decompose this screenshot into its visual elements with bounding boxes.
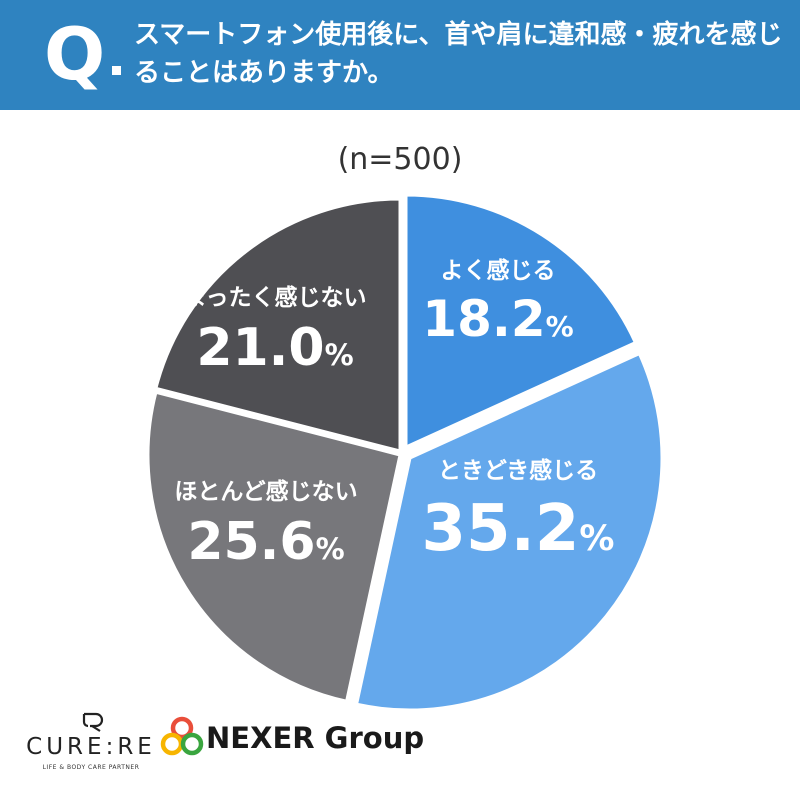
nexer-wordmark: NEXER Group [206,721,425,755]
q-dot [112,66,121,75]
slice-value-unit: % [325,338,354,372]
nexer-ring [170,716,194,740]
slice-category-label: まったく感じない [183,284,366,311]
question-text: スマートフォン使用後に、首や肩に違和感・疲れを感じることはありますか。 [134,20,783,88]
q-mark: Q [44,12,106,96]
pie-slice [146,390,402,704]
nexer-group-logo: NEXER Group [160,716,424,764]
slice-value-unit: % [316,532,345,566]
question-banner: Q スマートフォン使用後に、首や肩に違和感・疲れを感じることはありますか。 [0,0,800,110]
pie-slice [404,193,638,450]
cure-re-mark-icon [82,712,104,732]
slice-value-unit: % [546,310,574,343]
cure-re-logo: CURE:RE LIFE & BODY CARE PARTNER [26,712,156,784]
pie-slice [354,351,664,712]
slice-category-label: よく感じる [441,257,556,284]
nexer-ring [160,732,184,756]
cure-re-wordmark: CURE:RE [26,734,156,760]
slice-category-label: ときどき感じる [438,457,598,484]
slice-category-label: ほとんど感じない [174,478,357,505]
slice-value-unit: % [579,519,614,559]
nexer-rings-icon [160,716,204,756]
slice-value-label: 25.6% [187,512,344,572]
sample-size: (n=500) [337,142,463,177]
cure-re-tagline: LIFE & BODY CARE PARTNER [42,764,140,771]
pie-slice [154,197,402,453]
nexer-ring [180,732,204,756]
